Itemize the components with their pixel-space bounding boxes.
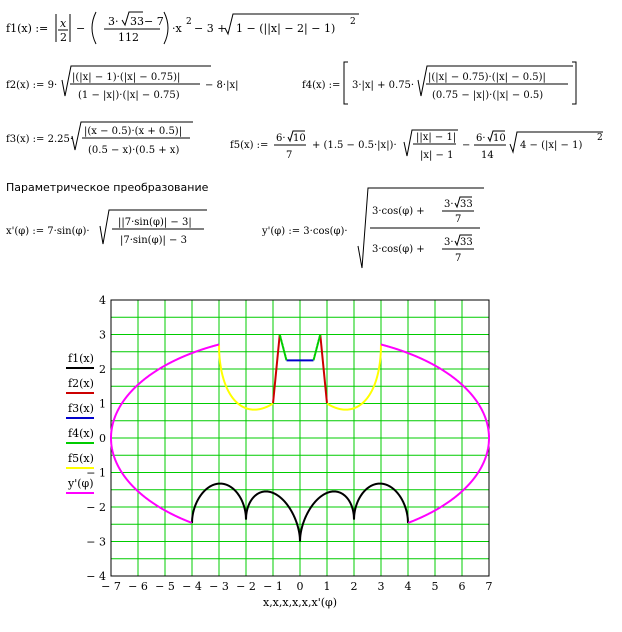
formula-area: f1(x) := x 2 − 3· 33 − 7 112 ·x 2 − 3 + … — [0, 0, 622, 290]
legend-label: y'(φ) — [67, 477, 94, 490]
xp-name: x'(φ) := 7·sin(φ)· — [6, 226, 90, 237]
f5-mid: + (1.5 − 0.5·|x|)· — [312, 140, 397, 151]
svg-text:−: − — [76, 22, 85, 35]
x-tick-label: 0 — [297, 580, 304, 593]
y-tick-label: − 2 — [86, 501, 106, 514]
section-title: Параметрическое преобразование — [6, 181, 209, 194]
yp-num-d: 7 — [455, 214, 461, 225]
x-tick-label: 6 — [459, 580, 466, 593]
f5-name: f5(x) := — [230, 140, 268, 151]
yp-name: y'(φ) := 3·cos(φ)· — [261, 226, 348, 237]
x-tick-label: 5 — [432, 580, 439, 593]
f1-radicand: 1 − (||x| − 2| − 1) — [236, 22, 335, 36]
f5-den: |x| − 1 — [420, 150, 453, 161]
f5-tail: 4 − (|x| − 1) — [520, 140, 582, 151]
yp-num-c: 33 — [460, 199, 473, 210]
f3-num: |(x − 0.5)·(x + 0.5)| — [84, 126, 182, 137]
legend-label: f1(x) — [68, 352, 94, 365]
f5-n2b: 10 — [493, 133, 506, 144]
y-tick-label: − 3 — [86, 536, 106, 549]
f4-head: 3·|x| + 0.75· — [352, 80, 414, 91]
x-tick-label: − 5 — [155, 580, 175, 593]
legend-label: f3(x) — [68, 402, 94, 415]
x-tick-label: − 3 — [209, 580, 229, 593]
f5-num: ||x| − 1| — [416, 132, 456, 143]
f5-n1b: 10 — [293, 133, 306, 144]
f1-frac-num: x — [60, 17, 67, 30]
f1-rest: − 3 + — [194, 22, 226, 35]
y-tick-label: − 4 — [86, 570, 106, 583]
f5-minus: − — [462, 140, 470, 151]
x-tick-label: 4 — [405, 580, 412, 593]
f4-name: f4(x) := — [302, 80, 340, 91]
f2-name: f2(x) := 9· — [6, 80, 57, 91]
f2-num: |(|x| − 1)·(|x| − 0.75)| — [72, 72, 180, 83]
formula-f4: f4(x) := 3·|x| + 0.75· |(|x| − 0.75)·(|x… — [302, 62, 576, 104]
f1-coef-num: 3· — [108, 15, 119, 28]
yp-den-b: 3· — [444, 237, 454, 248]
legend-label: f5(x) — [68, 452, 94, 465]
f1-sqrt33: 33 — [130, 15, 144, 28]
f1-coef-minus7: − 7 — [144, 15, 164, 28]
y-tick-label: 2 — [99, 363, 106, 376]
f1-x: ·x — [172, 22, 182, 35]
f5-tail-sq: 2 — [597, 133, 603, 143]
yp-den-a: 3·cos(φ) + — [372, 244, 425, 255]
y-tick-label: 4 — [99, 294, 106, 307]
x-tick-label: 3 — [378, 580, 385, 593]
f3-den: (0.5 − x)·(0.5 + x) — [88, 145, 179, 156]
f3-name: f3(x) := 2.25· — [6, 134, 73, 145]
xp-den: |7·sin(φ)| − 3 — [120, 235, 187, 246]
x-tick-label: 1 — [324, 580, 331, 593]
legend-label: f4(x) — [68, 427, 94, 440]
x-tick-label: − 2 — [236, 580, 256, 593]
x-tick-label: − 6 — [128, 580, 148, 593]
f1-frac-den: 2 — [60, 31, 67, 44]
yp-num-a: 3·cos(φ) + — [372, 206, 425, 217]
formula-xprime: x'(φ) := 7·sin(φ)· ||7·sin(φ)| − 3| |7·s… — [6, 210, 207, 246]
y-tick-label: 0 — [99, 432, 106, 445]
f1-name: f1(x) := — [6, 22, 48, 35]
f1-x-sq: 2 — [186, 17, 192, 27]
x-tick-label: − 4 — [182, 580, 202, 593]
f1-rad-sq: 2 — [350, 17, 356, 27]
f4-num: |(|x| − 0.75)·(|x| − 0.5)| — [428, 72, 546, 83]
x-tick-label: 2 — [351, 580, 358, 593]
formula-f1: f1(x) := x 2 − 3· 33 − 7 112 ·x 2 − 3 + … — [6, 12, 359, 44]
xp-num: ||7·sin(φ)| − 3| — [118, 217, 192, 228]
y-tick-label: 1 — [99, 398, 106, 411]
formula-f3: f3(x) := 2.25· |(x − 0.5)·(x + 0.5)| (0.… — [6, 122, 193, 156]
f2-tail: − 8·|x| — [205, 80, 238, 91]
y-tick-label: 3 — [99, 329, 106, 342]
f2-den: (1 − |x|)·(|x| − 0.75) — [78, 90, 180, 101]
legend-label: f2(x) — [68, 377, 94, 390]
f1-coef-den: 112 — [118, 31, 139, 44]
x-tick-label: − 1 — [263, 580, 283, 593]
yp-den-c: 33 — [460, 237, 473, 248]
x-axis-label: x,x,x,x,x,x'(φ) — [263, 596, 337, 609]
f5-d1: 7 — [286, 150, 292, 161]
f5-d2: 14 — [481, 150, 494, 161]
yp-den-d: 7 — [455, 253, 461, 264]
yp-num-b: 3· — [444, 199, 454, 210]
x-tick-label: 7 — [486, 580, 493, 593]
f5-n1a: 6· — [276, 133, 286, 144]
formula-f2: f2(x) := 9· |(|x| − 1)·(|x| − 0.75)| (1 … — [6, 66, 238, 101]
formula-f5: f5(x) := 6· 10 7 + (1.5 − 0.5·|x|)· ||x|… — [230, 130, 603, 161]
f5-n2a: 6· — [476, 133, 486, 144]
formula-yprime: y'(φ) := 3·cos(φ)· 3·cos(φ) + 3· 33 7 3·… — [261, 188, 484, 268]
f4-den: (0.75 − |x|)·(|x| − 0.5) — [432, 90, 543, 101]
